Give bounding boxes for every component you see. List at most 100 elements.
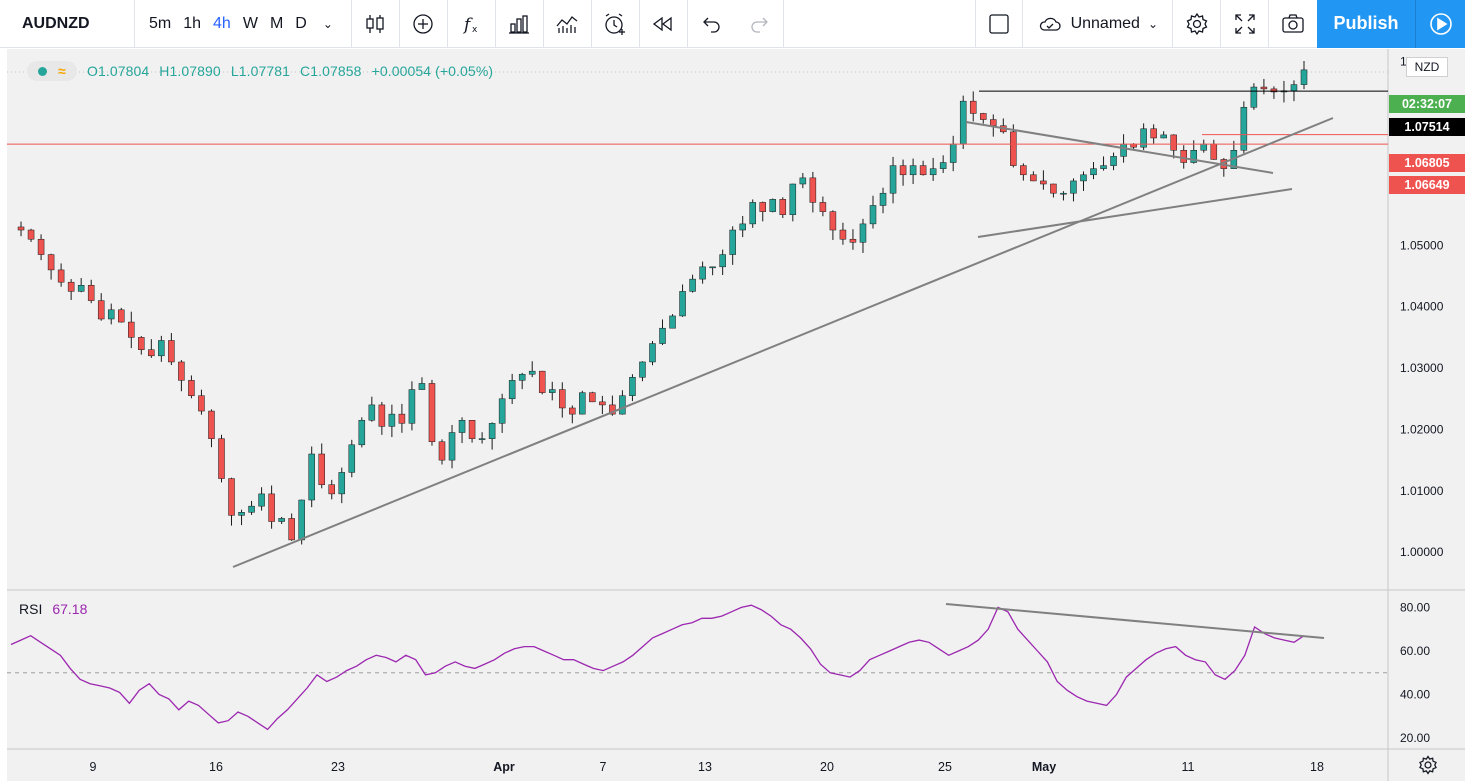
- time-axis-label: 13: [698, 760, 712, 774]
- candle-down: [67, 281, 75, 292]
- interval-w[interactable]: W: [242, 14, 258, 32]
- rsi-axis-label: 60.00: [1400, 644, 1430, 658]
- rsi-label: RSI: [19, 601, 43, 617]
- status-dot-icon: [38, 66, 48, 76]
- candle-up: [238, 512, 245, 516]
- redo-icon: [736, 0, 784, 48]
- candle-up: [859, 223, 867, 243]
- candle-up: [458, 420, 466, 433]
- trendline: [232, 117, 1334, 568]
- interval-m[interactable]: M: [269, 14, 284, 32]
- candle-up: [789, 183, 797, 215]
- candle-down: [979, 113, 987, 120]
- candle-up: [1070, 180, 1077, 194]
- candle-down: [1270, 88, 1278, 93]
- candle-down: [1010, 131, 1017, 166]
- settings-gear-icon[interactable]: [1173, 0, 1221, 48]
- play-icon[interactable]: [1415, 0, 1465, 48]
- candle-up: [959, 100, 967, 145]
- candle-down: [87, 285, 95, 301]
- select-layout-icon[interactable]: [974, 0, 1023, 48]
- candle-up: [368, 404, 376, 421]
- candle-down: [17, 226, 25, 231]
- candle-up: [719, 254, 726, 268]
- symbol-search[interactable]: AUDNZD: [0, 0, 135, 48]
- candle-down: [148, 349, 155, 357]
- candle-up: [388, 413, 396, 427]
- rsi-axis-label: 40.00: [1400, 688, 1430, 702]
- trendline: [977, 188, 1293, 238]
- chart-area[interactable]: 1.00000 1.01000 1.02000 1.03000 1.04000 1.050…: [7, 49, 1465, 781]
- candle-down: [128, 321, 135, 338]
- candle-down: [208, 410, 215, 439]
- candle-up: [158, 340, 165, 357]
- candle-up: [298, 499, 305, 541]
- candle-down: [27, 229, 35, 240]
- candle-down: [438, 441, 446, 461]
- candle-up: [949, 143, 957, 163]
- interval-4h[interactable]: 4h: [213, 14, 231, 32]
- candle-down: [1180, 150, 1187, 163]
- alarm-clock-icon[interactable]: [592, 0, 640, 48]
- candle-up: [659, 327, 666, 344]
- rsi-line: [10, 604, 1305, 731]
- waves-icon: ≈: [57, 63, 66, 79]
- price-tag-red-line-1: 1.06805: [1389, 154, 1465, 172]
- chevron-down-icon[interactable]: ⌄: [322, 16, 333, 31]
- candle-down: [428, 383, 436, 442]
- add-indicator-icon[interactable]: [400, 0, 448, 48]
- currency-label[interactable]: NZD: [1406, 57, 1448, 77]
- layout-menu[interactable]: Unnamed ⌄: [1023, 0, 1173, 48]
- camera-icon[interactable]: [1269, 0, 1317, 48]
- candle-down: [168, 340, 175, 363]
- svg-text:f: f: [462, 15, 473, 35]
- ohlc-close: C1.07858: [300, 63, 362, 79]
- time-axis-label: 18: [1310, 760, 1324, 774]
- fullscreen-icon[interactable]: [1221, 0, 1269, 48]
- time-axis-label: May: [1032, 760, 1056, 774]
- candle-down: [1040, 180, 1047, 185]
- price-chart[interactable]: 1.00000 1.01000 1.02000 1.03000 1.04000 1.050…: [7, 49, 1465, 781]
- price-axis-label: 1.04000: [1400, 300, 1444, 314]
- candle-up: [518, 373, 526, 381]
- chart-settings-gear-icon[interactable]: [1417, 754, 1439, 776]
- replay-icon[interactable]: [640, 0, 688, 48]
- candles-icon[interactable]: [352, 0, 400, 48]
- candle-up: [669, 315, 676, 329]
- publish-button[interactable]: Publish: [1317, 0, 1415, 48]
- candle-up: [548, 389, 556, 393]
- candle-up: [1060, 192, 1067, 195]
- interval-1h[interactable]: 1h: [183, 14, 202, 32]
- candle-up: [649, 343, 656, 363]
- candle-up: [639, 361, 646, 378]
- time-axis-label: 11: [1182, 760, 1195, 774]
- rsi-legend: RSI 67.18: [19, 601, 87, 617]
- candle-down: [559, 389, 566, 409]
- candle-up: [1300, 69, 1308, 85]
- interval-d[interactable]: D: [295, 14, 307, 32]
- candle-up: [1250, 86, 1258, 108]
- candle-up: [909, 165, 917, 176]
- candle-up: [308, 453, 315, 501]
- candle-up: [749, 202, 756, 225]
- candle-up: [629, 377, 636, 396]
- legend-toggle[interactable]: ≈: [27, 61, 77, 81]
- candle-down: [468, 420, 476, 439]
- candle-up: [77, 285, 85, 292]
- candle-down: [779, 199, 787, 215]
- price-tag-red-line-2: 1.06649: [1389, 176, 1465, 194]
- bar-chart-icon[interactable]: [496, 0, 544, 48]
- candle-down: [218, 438, 225, 479]
- candle-down: [1030, 174, 1037, 182]
- compare-icon[interactable]: [544, 0, 592, 48]
- undo-icon[interactable]: [688, 0, 736, 48]
- candle-up: [769, 199, 777, 212]
- symbol-label: AUDNZD: [22, 14, 90, 32]
- candle-up: [1110, 156, 1117, 166]
- candle-up: [939, 162, 947, 169]
- candle-down: [809, 177, 817, 203]
- interval-5m[interactable]: 5m: [149, 14, 172, 32]
- candle-down: [398, 413, 406, 424]
